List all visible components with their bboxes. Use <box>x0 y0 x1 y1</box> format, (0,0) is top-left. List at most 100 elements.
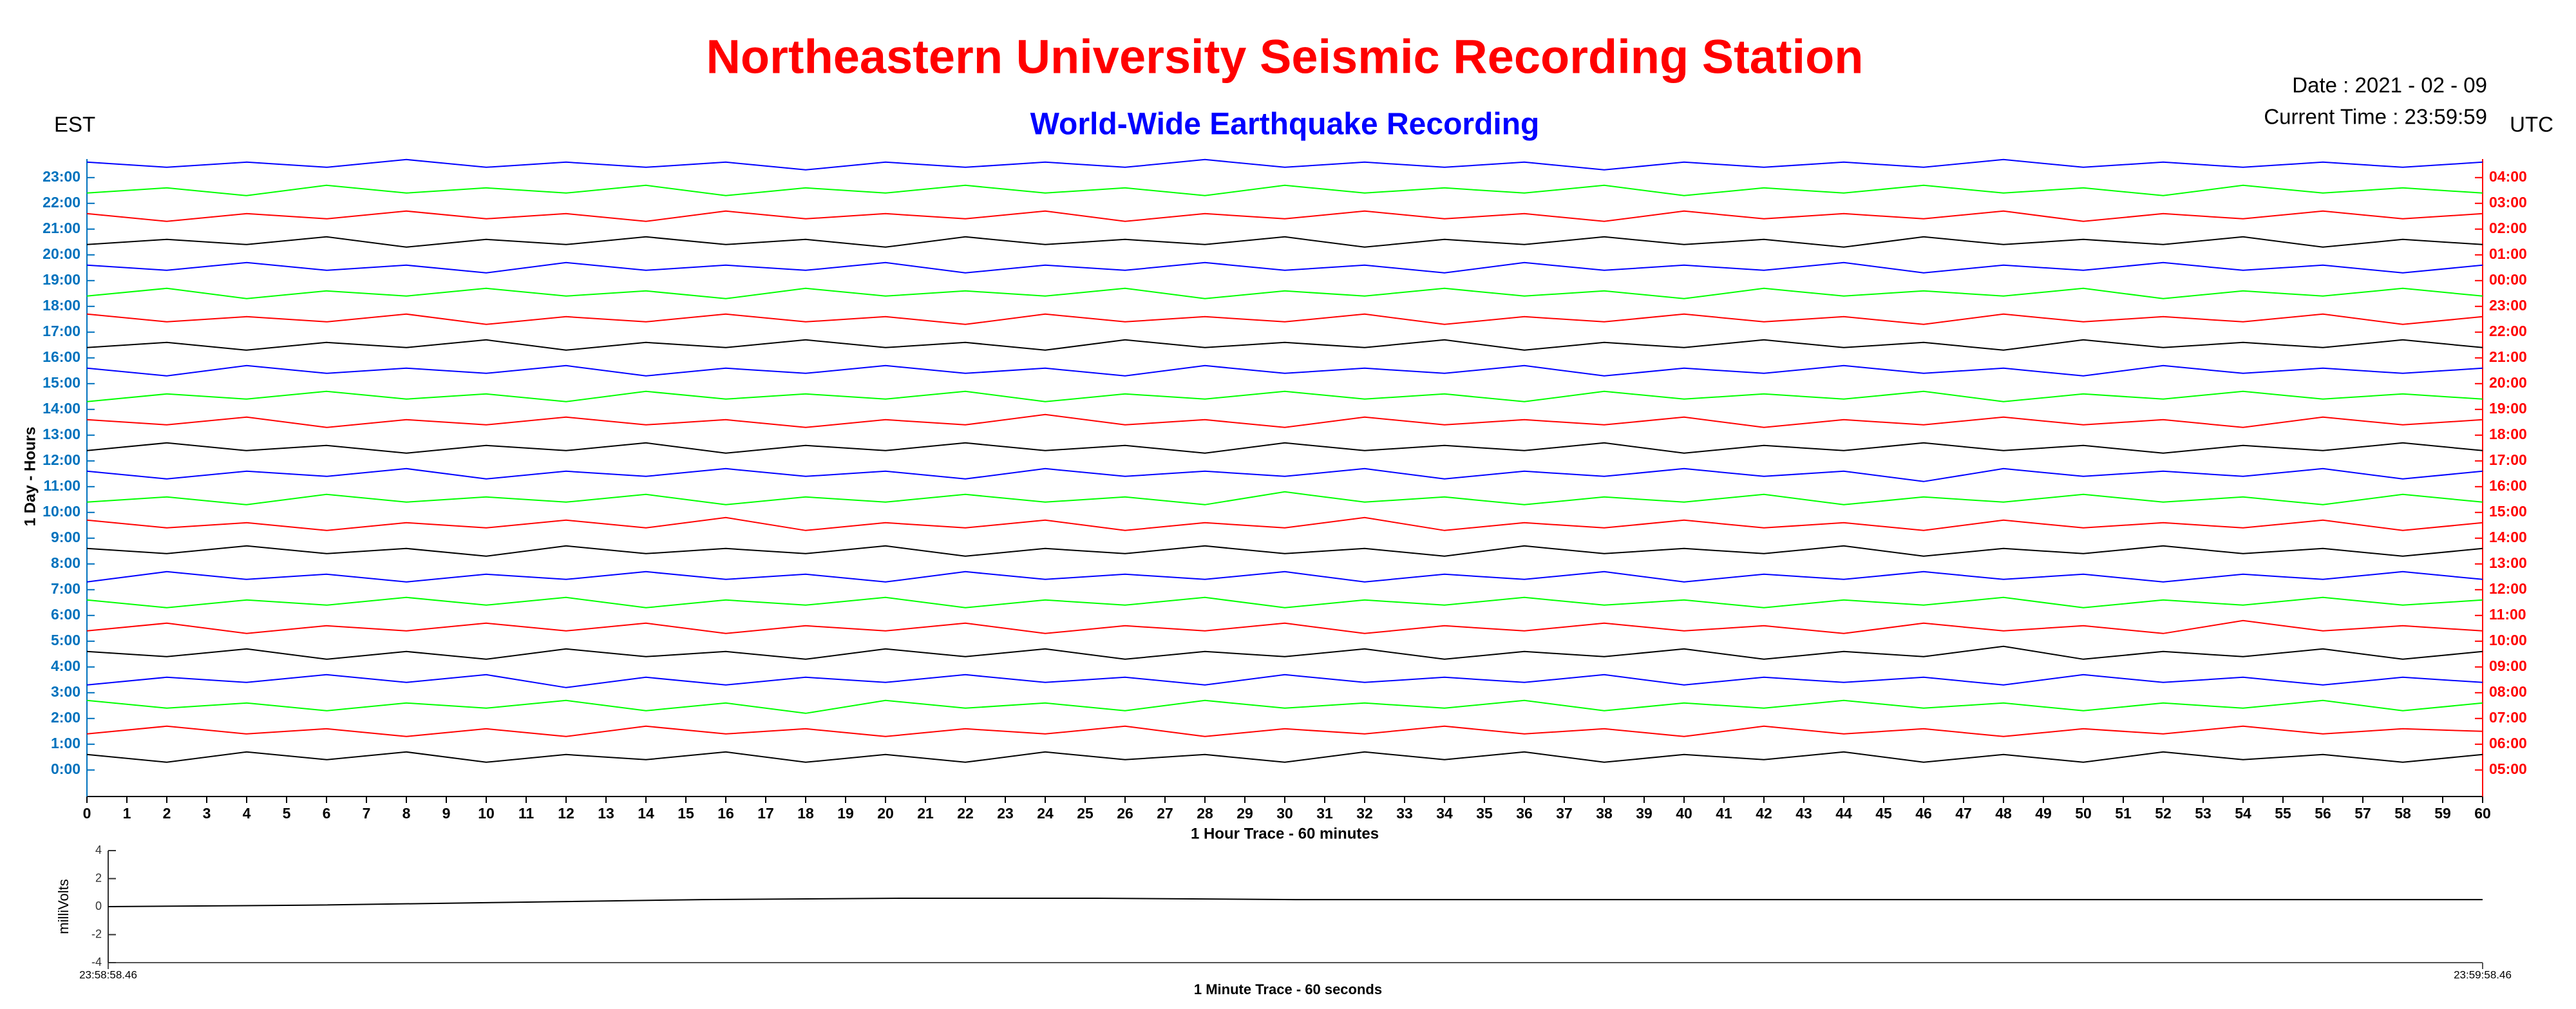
trace <box>86 596 2483 608</box>
x-tick-label: 12 <box>558 805 574 822</box>
x-tick-label: 10 <box>478 805 495 822</box>
y2-tick-label: 06:00 <box>2489 735 2527 751</box>
y2-tick-label: 19:00 <box>2489 400 2527 417</box>
x-tick-label: 14 <box>638 805 654 822</box>
x-axis-label: 1 Hour Trace - 60 minutes <box>1191 825 1379 842</box>
x-tick-label: 2 <box>163 805 171 822</box>
y2-tick-label: 17:00 <box>2489 451 2527 468</box>
trace <box>86 619 2483 634</box>
x-tick-label: 33 <box>1396 805 1413 822</box>
y-tick-label: 13:00 <box>43 426 80 442</box>
x-tick-label: 24 <box>1037 805 1054 822</box>
x-tick-label: 50 <box>2075 805 2092 822</box>
x-tick-label: 17 <box>757 805 774 822</box>
y-tick-label: -4 <box>91 956 102 968</box>
x-tick-label: 3 <box>203 805 211 822</box>
subtitle: World-Wide Earthquake Recording <box>1030 108 1540 142</box>
x-tick-label: 56 <box>2315 805 2331 822</box>
y2-tick-label: 03:00 <box>2489 194 2527 211</box>
y-tick-label: 18:00 <box>43 297 80 314</box>
y2-tick-label: 20:00 <box>2489 374 2527 391</box>
y-tick-label: 19:00 <box>43 271 80 288</box>
y2-tick-label: 13:00 <box>2489 554 2527 571</box>
y-tick-label: 5:00 <box>51 632 80 648</box>
x-tick-label: 7 <box>363 805 371 822</box>
x-tick-label: 42 <box>1756 805 1772 822</box>
x-tick-label: 1 <box>123 805 131 822</box>
x-tick-label: 26 <box>1117 805 1133 822</box>
x-tick-label: 47 <box>1955 805 1972 822</box>
y-tick-label: 3:00 <box>51 683 80 700</box>
trace <box>86 545 2483 557</box>
x-tick-label: 48 <box>1995 805 2012 822</box>
x-tick-label: 27 <box>1157 805 1173 822</box>
y2-tick-label: 10:00 <box>2489 632 2527 648</box>
y-tick-label: 10:00 <box>43 503 80 520</box>
x-tick-label: 49 <box>2035 805 2052 822</box>
x-tick-label: 57 <box>2354 805 2371 822</box>
trace <box>86 674 2483 688</box>
x-tick-label: 29 <box>1236 805 1253 822</box>
x-tick-label: 40 <box>1676 805 1692 822</box>
trace <box>86 287 2483 299</box>
x-axis-label: 1 Minute Trace - 60 seconds <box>1194 981 1382 997</box>
y-tick-label: 1:00 <box>51 735 80 751</box>
x-tick-label: 43 <box>1795 805 1812 822</box>
trace <box>86 413 2483 428</box>
y-tick-label: 12:00 <box>43 451 80 468</box>
x-tick-label: 25 <box>1077 805 1094 822</box>
x-tick-label: 53 <box>2195 805 2211 822</box>
x-tick-label: 39 <box>1636 805 1653 822</box>
y2-tick-label: 00:00 <box>2489 271 2527 288</box>
x-tick-label: 22 <box>957 805 974 822</box>
x-tick-label: 28 <box>1197 805 1213 822</box>
y-axis-label: 1 Day - Hours <box>21 427 39 527</box>
x-tick-label: 18 <box>797 805 814 822</box>
x-tick-label: 54 <box>2235 805 2251 822</box>
y-tick-label: 14:00 <box>43 400 80 417</box>
x-tick-label: 37 <box>1556 805 1573 822</box>
x-tick-label: 41 <box>1716 805 1732 822</box>
x-tick-label: 23:59:58.46 <box>2454 968 2512 981</box>
y2-tick-label: 02:00 <box>2489 220 2527 236</box>
trace <box>86 261 2483 274</box>
y2-tick-label: 07:00 <box>2489 709 2527 726</box>
y-tick-label: 2:00 <box>51 709 80 726</box>
y2-tick-label: 23:00 <box>2489 297 2527 314</box>
y-tick-label: 17:00 <box>43 323 80 339</box>
y2-tick-label: 18:00 <box>2489 426 2527 442</box>
y-tick-label: 21:00 <box>43 220 80 236</box>
y2-tick-label: 22:00 <box>2489 323 2527 339</box>
y2-tick-label: 05:00 <box>2489 760 2527 777</box>
y-tick-label: 22:00 <box>43 194 80 211</box>
y2-tick-label: 01:00 <box>2489 245 2527 262</box>
x-tick-label: 11 <box>518 805 535 822</box>
trace <box>86 491 2483 505</box>
x-tick-label: 23:58:58.46 <box>79 968 137 981</box>
y-tick-label: 16:00 <box>43 348 80 365</box>
y2-tick-label: 15:00 <box>2489 503 2527 520</box>
x-tick-label: 8 <box>402 805 411 822</box>
x-tick-label: 35 <box>1476 805 1493 822</box>
trace <box>86 158 2483 171</box>
y2-tick-label: 12:00 <box>2489 580 2527 597</box>
y-tick-label: 0:00 <box>51 760 80 777</box>
x-tick-label: 34 <box>1436 805 1453 822</box>
x-tick-label: 45 <box>1875 805 1892 822</box>
x-tick-label: 36 <box>1516 805 1533 822</box>
trace <box>86 390 2483 402</box>
y-tick-label: 0 <box>95 900 102 912</box>
x-tick-label: 31 <box>1316 805 1333 822</box>
y2-tick-label: 08:00 <box>2489 683 2527 700</box>
trace <box>86 364 2483 377</box>
y-tick-label: 23:00 <box>43 168 80 185</box>
trace <box>86 210 2483 222</box>
x-tick-label: 30 <box>1276 805 1293 822</box>
y2-tick-label: 14:00 <box>2489 529 2527 545</box>
x-tick-label: 32 <box>1356 805 1373 822</box>
y-tick-label: 15:00 <box>43 374 80 391</box>
trace <box>86 236 2483 248</box>
x-tick-label: 23 <box>997 805 1014 822</box>
est-label: EST <box>54 113 95 137</box>
